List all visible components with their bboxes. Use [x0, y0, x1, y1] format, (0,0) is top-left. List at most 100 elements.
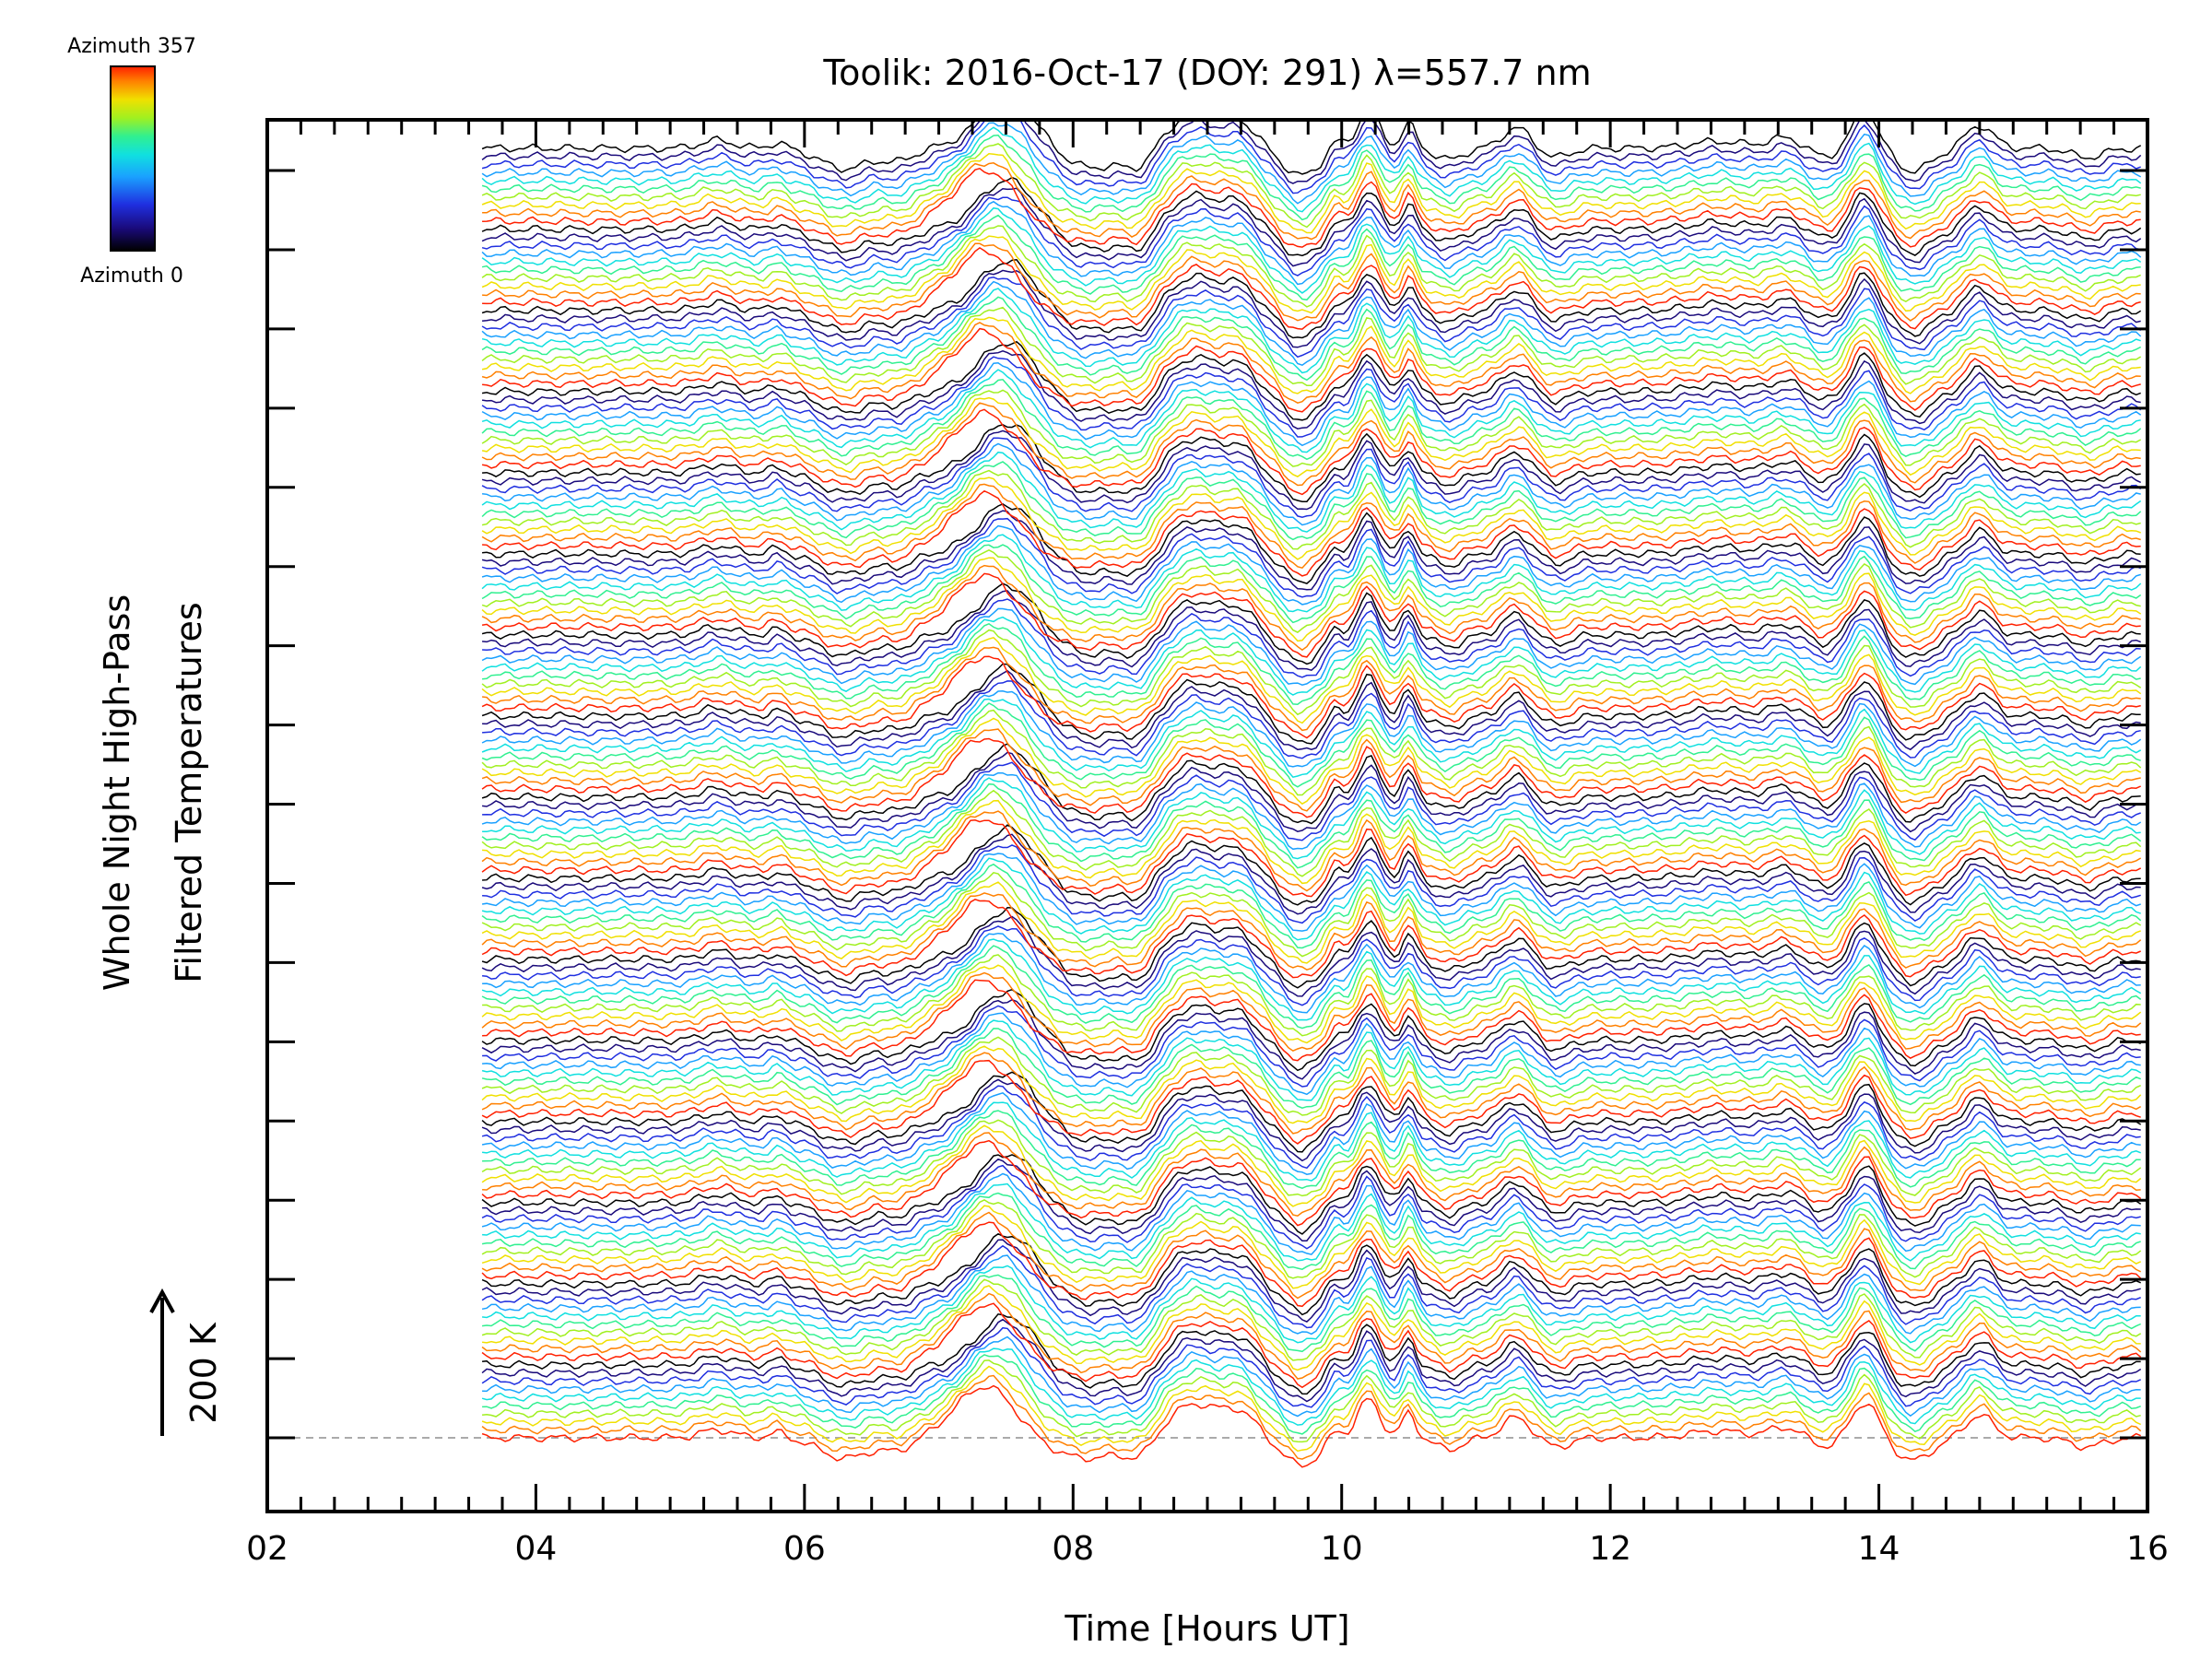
- series-line-51: [481, 971, 2142, 1053]
- series-line-79: [481, 743, 2141, 825]
- series-line-84: [481, 702, 2141, 788]
- scale-arrow-head-icon: [149, 1288, 175, 1313]
- series-line-96: [481, 607, 2142, 686]
- series-line-91: [482, 646, 2141, 732]
- series-line-124: [481, 379, 2142, 461]
- series-line-144: [481, 214, 2141, 301]
- series-line-75: [482, 777, 2141, 860]
- series-line-16: [481, 1254, 2141, 1335]
- series-line-76: [481, 771, 2142, 851]
- series-line-83: [481, 709, 2142, 796]
- series-line-127: [481, 356, 2142, 438]
- legend-bottom-label: Azimuth 0: [80, 265, 183, 288]
- series-line-102: [481, 557, 2142, 642]
- series-line-18: [481, 1239, 2141, 1323]
- x-tick-label: 12: [1589, 1530, 1631, 1568]
- series-line-151: [482, 162, 2141, 241]
- series-line-141: [482, 242, 2141, 322]
- series-line-107: [481, 517, 2142, 598]
- series-line-9: [482, 1312, 2141, 1395]
- series-line-40: [481, 1059, 2141, 1145]
- x-tick-label: 14: [1858, 1530, 1900, 1568]
- series-line-122: [481, 396, 2141, 477]
- series-line-61: [481, 892, 2142, 971]
- series-line-3: [482, 1359, 2141, 1443]
- series-line-43: [481, 1036, 2142, 1116]
- series-line-39: [481, 1071, 2142, 1153]
- series-line-111: [481, 483, 2141, 570]
- series-line-157: [481, 120, 2141, 194]
- series-line-77: [482, 761, 2141, 841]
- series-line-131: [481, 322, 2141, 405]
- series-line-125: [481, 369, 2141, 453]
- series-line-135: [481, 288, 2141, 374]
- legend-top-label: Azimuth 357: [67, 35, 196, 58]
- series-line-113: [481, 469, 2141, 550]
- series-line-121: [481, 402, 2141, 487]
- series-line-63: [481, 871, 2142, 958]
- series-line-64: [481, 863, 2142, 949]
- series-line-56: [482, 932, 2141, 1014]
- series-line-155: [481, 126, 2142, 213]
- series-line-62: [481, 881, 2141, 964]
- series-line-109: [482, 502, 2141, 584]
- series-line-110: [482, 489, 2141, 577]
- series-line-4: [482, 1354, 2141, 1435]
- series-line-142: [481, 235, 2141, 314]
- y-axis-label: Whole Night High-Pass Filtered Temperatu…: [97, 594, 209, 991]
- series-line-26: [481, 1172, 2141, 1255]
- series-line-45: [481, 1019, 2142, 1101]
- series-line-23: [481, 1199, 2142, 1279]
- series-line-90: [481, 655, 2141, 739]
- series-line-67: [482, 844, 2141, 924]
- series-line-73: [481, 789, 2142, 877]
- series-line-81: [481, 728, 2141, 812]
- series-line-93: [481, 629, 2142, 716]
- series-line-68: [481, 833, 2141, 915]
- series-line-80: [481, 737, 2142, 818]
- series-line-55: [481, 938, 2142, 1021]
- series-line-134: [481, 296, 2142, 382]
- series-line-100: [481, 572, 2141, 658]
- series-line-92: [481, 636, 2142, 724]
- series-line-20: [481, 1221, 2142, 1308]
- series-line-94: [482, 622, 2141, 705]
- series-line-104: [481, 544, 2142, 624]
- series-line-103: [481, 548, 2141, 633]
- scale-label: 200 K: [183, 1322, 224, 1424]
- series-line-44: [481, 1028, 2141, 1109]
- series-line-60: [481, 898, 2141, 979]
- series-line-57: [482, 925, 2141, 1006]
- series-line-87: [482, 680, 2141, 759]
- axis-ticks: 02 04 06 08 10 12 14 16: [246, 120, 2169, 1568]
- series-line-65: [481, 857, 2141, 941]
- scale-indicator: 200 K: [149, 1288, 224, 1436]
- x-tick-label: 10: [1321, 1530, 1363, 1568]
- series-line-31: [482, 1132, 2141, 1218]
- series-line-30: [481, 1139, 2142, 1227]
- series-line-108: [481, 510, 2142, 591]
- series-line-46: [482, 1012, 2141, 1096]
- series-line-15: [482, 1265, 2141, 1344]
- series-line-85: [481, 698, 2142, 779]
- series-line-152: [481, 153, 2141, 234]
- series-line-14: [482, 1274, 2142, 1353]
- series-line-69: [482, 824, 2141, 906]
- series-line-116: [482, 442, 2141, 526]
- series-line-98: [482, 590, 2141, 672]
- series-line-5: [481, 1347, 2141, 1426]
- series-line-143: [481, 225, 2142, 308]
- series-line-74: [481, 782, 2142, 869]
- series-line-27: [481, 1164, 2141, 1250]
- series-line-11: [481, 1292, 2142, 1380]
- x-axis-label: Time [Hours UT]: [1064, 1608, 1349, 1649]
- series-line-41: [481, 1052, 2142, 1135]
- series-line-6: [482, 1335, 2141, 1418]
- series-line-129: [481, 340, 2141, 421]
- series-line-132: [481, 316, 2141, 394]
- series-line-8: [481, 1318, 2142, 1403]
- series-line-117: [481, 437, 2142, 518]
- series-line-22: [481, 1205, 2142, 1289]
- series-line-89: [481, 663, 2141, 745]
- series-line-34: [482, 1110, 2141, 1190]
